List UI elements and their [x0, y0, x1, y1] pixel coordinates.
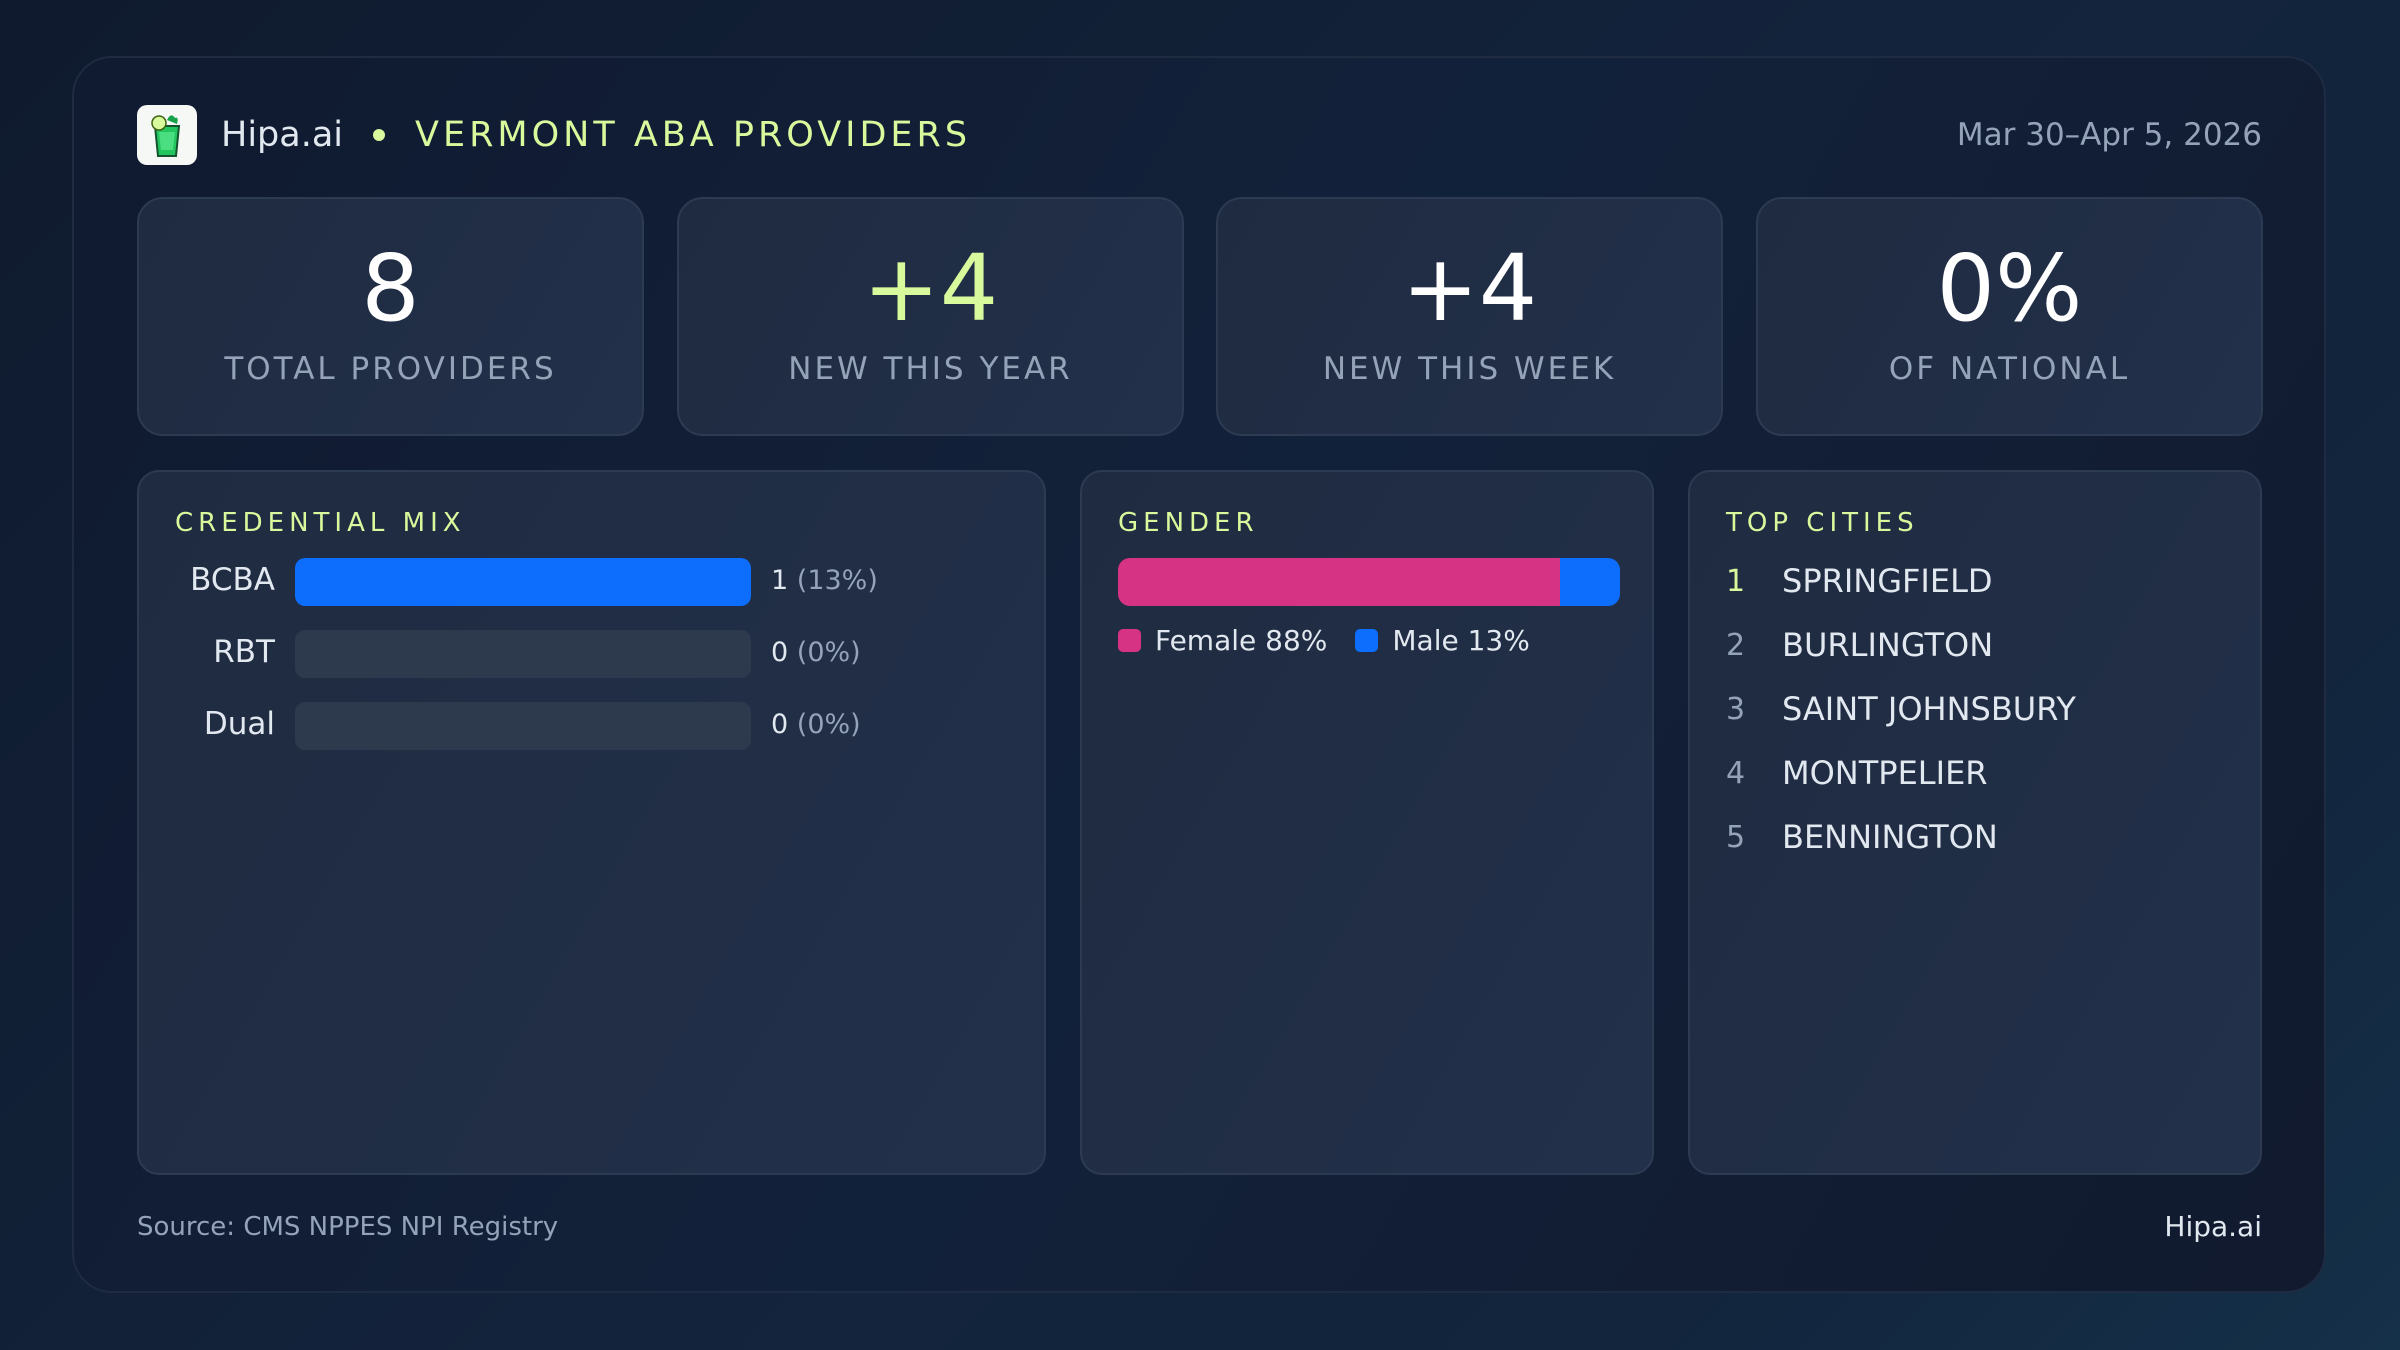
credential-row-rbt: RBT 0 (0%) [139, 630, 1044, 678]
gender-panel: GENDER Female 88% Male 13% [1080, 470, 1654, 1175]
brand-name: Hipa.ai [221, 115, 344, 155]
bar-fill [295, 558, 751, 606]
credential-label: BCBA [190, 562, 275, 598]
credential-value: 0 (0%) [771, 709, 861, 740]
bar-track [295, 558, 751, 606]
stat-value: 0% [1936, 235, 2083, 342]
female-swatch-icon [1118, 629, 1141, 652]
stat-label: NEW THIS YEAR [788, 351, 1073, 387]
date-range: Mar 30–Apr 5, 2026 [1956, 117, 2262, 153]
male-swatch-icon [1355, 629, 1379, 652]
stat-label: TOTAL PROVIDERS [224, 351, 557, 387]
stat-card-total-providers: 8 TOTAL PROVIDERS [137, 197, 644, 436]
city-item: 5 BENNINGTON [1726, 818, 1998, 856]
credential-label: RBT [213, 634, 275, 670]
top-cities-panel: TOP CITIES 1 SPRINGFIELD 2 BURLINGTON 3 SAI… [1688, 470, 2262, 1175]
city-item: 3 SAINT JOHNSBURY [1726, 690, 2076, 728]
stat-label: NEW THIS WEEK [1322, 351, 1617, 387]
male-segment [1559, 558, 1620, 606]
legend-male: Male 13% [1355, 624, 1530, 657]
stat-value: 8 [361, 235, 420, 342]
stat-value: +4 [862, 235, 999, 342]
bar-track [295, 630, 751, 678]
panel-title: GENDER [1118, 508, 1259, 538]
credential-label: Dual [203, 706, 275, 742]
separator-dot [373, 129, 386, 141]
panel-title: CREDENTIAL MIX [175, 508, 466, 538]
credential-value: 0 (0%) [771, 637, 861, 668]
city-item: 4 MONTPELIER [1726, 754, 1988, 792]
city-item: 1 SPRINGFIELD [1726, 562, 1993, 600]
city-item: 2 BURLINGTON [1726, 626, 1994, 664]
page-title: VERMONT ABA PROVIDERS [415, 115, 972, 155]
stat-label: OF NATIONAL [1888, 351, 2131, 387]
stat-card-new-this-year: +4 NEW THIS YEAR [677, 197, 1184, 436]
female-segment [1118, 558, 1560, 606]
gender-legend: Female 88% Male 13% [1118, 624, 1558, 657]
bar-track [295, 702, 751, 750]
footer-brand: Hipa.ai [2164, 1210, 2262, 1243]
stat-value: +4 [1401, 235, 1538, 342]
credential-row-dual: Dual 0 (0%) [139, 702, 1044, 750]
credential-value: 1 (13%) [771, 565, 878, 596]
legend-female: Female 88% [1118, 624, 1327, 657]
credential-row-bcba: BCBA 1 (13%) [139, 558, 1044, 606]
mojito-glass-icon [137, 105, 197, 165]
gender-bar [1118, 558, 1620, 606]
header: Hipa.ai VERMONT ABA PROVIDERS Mar 30–Apr… [137, 105, 2262, 165]
stat-card-new-this-week: +4 NEW THIS WEEK [1216, 197, 1723, 436]
panel-title: TOP CITIES [1726, 508, 1919, 538]
source-note: Source: CMS NPPES NPI Registry [137, 1212, 559, 1242]
stat-card-of-national: 0% OF NATIONAL [1756, 197, 2263, 436]
credential-mix-panel: CREDENTIAL MIX BCBA 1 (13%) RBT 0 (0%) D… [137, 470, 1046, 1175]
